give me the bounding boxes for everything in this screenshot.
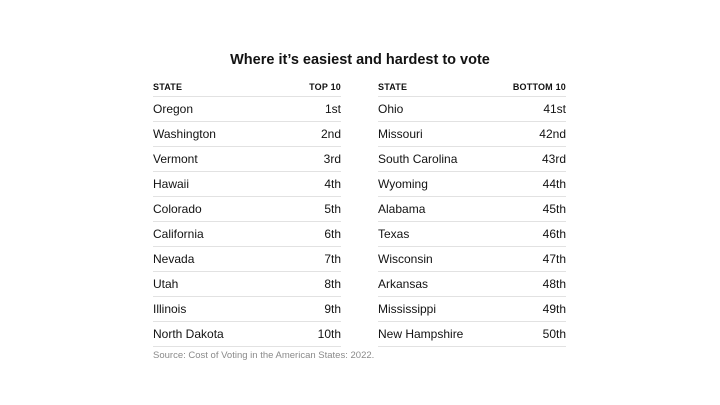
state-cell: Arkansas <box>378 277 429 291</box>
table-row: Washington 2nd <box>153 122 341 147</box>
rank-cell: 2nd <box>320 127 341 141</box>
state-cell: Alabama <box>378 202 426 216</box>
table-header: STATE TOP 10 <box>153 78 341 97</box>
state-cell: South Carolina <box>378 152 458 166</box>
state-cell: Vermont <box>153 152 198 166</box>
state-cell: Colorado <box>153 202 202 216</box>
table-row: Hawaii 4th <box>153 172 341 197</box>
bottom-10-table: STATE BOTTOM 10 Ohio 41st Missouri 42nd Sout… <box>378 78 566 347</box>
rank-cell: 6th <box>324 227 341 241</box>
rank-cell: 44th <box>542 177 566 191</box>
state-cell: Wisconsin <box>378 252 433 266</box>
table-row: North Dakota 10th <box>153 322 341 347</box>
table-row: Vermont 3rd <box>153 147 341 172</box>
state-cell: Missouri <box>378 127 423 141</box>
table-row: Wyoming 44th <box>378 172 566 197</box>
rank-cell: 50th <box>542 327 566 341</box>
table-row: Texas 46th <box>378 222 566 247</box>
rank-cell: 46th <box>542 227 566 241</box>
table-row: Missouri 42nd <box>378 122 566 147</box>
table-header: STATE BOTTOM 10 <box>378 78 566 97</box>
rank-cell: 4th <box>324 177 341 191</box>
state-cell: Wyoming <box>378 177 428 191</box>
source-note: Source: Cost of Voting in the American S… <box>153 350 375 361</box>
chart-title: Where it’s easiest and hardest to vote <box>230 52 490 68</box>
header-state: STATE <box>153 82 183 92</box>
state-cell: Ohio <box>378 102 404 116</box>
rank-cell: 49th <box>542 302 566 316</box>
table-row: New Hampshire 50th <box>378 322 566 347</box>
table-row: Ohio 41st <box>378 97 566 122</box>
rank-cell: 47th <box>542 252 566 266</box>
header-rank: TOP 10 <box>309 82 341 92</box>
rank-cell: 48th <box>542 277 566 291</box>
state-cell: Oregon <box>153 102 194 116</box>
rank-cell: 42nd <box>539 127 566 141</box>
table-body: Oregon 1st Washington 2nd Vermont 3rd Hawaii 4t… <box>153 97 341 347</box>
rank-cell: 7th <box>324 252 341 266</box>
state-cell: California <box>153 227 204 241</box>
rank-cell: 8th <box>324 277 341 291</box>
state-cell: Nevada <box>153 252 195 266</box>
table-row: Mississippi 49th <box>378 297 566 322</box>
rank-cell: 1st <box>324 102 341 116</box>
table-body: Ohio 41st Missouri 42nd South Carolina 43rd Wy… <box>378 97 566 347</box>
rank-cell: 9th <box>324 302 341 316</box>
rank-cell: 3rd <box>323 152 341 166</box>
table-row: South Carolina 43rd <box>378 147 566 172</box>
state-cell: Utah <box>153 277 179 291</box>
state-cell: Washington <box>153 127 216 141</box>
state-cell: Hawaii <box>153 177 190 191</box>
rank-cell: 41st <box>543 102 566 116</box>
state-cell: North Dakota <box>153 327 224 341</box>
header-state: STATE <box>378 82 408 92</box>
table-row: Illinois 9th <box>153 297 341 322</box>
table-row: California 6th <box>153 222 341 247</box>
top-10-table: STATE TOP 10 Oregon 1st Washington 2nd Vermo… <box>153 78 341 347</box>
state-cell: New Hampshire <box>378 327 464 341</box>
table-row: Arkansas 48th <box>378 272 566 297</box>
rank-cell: 45th <box>542 202 566 216</box>
rank-cell: 5th <box>324 202 341 216</box>
header-rank: BOTTOM 10 <box>512 82 566 92</box>
state-cell: Mississippi <box>378 302 437 316</box>
state-cell: Illinois <box>153 302 187 316</box>
state-cell: Texas <box>378 227 410 241</box>
table-row: Alabama 45th <box>378 197 566 222</box>
table-row: Utah 8th <box>153 272 341 297</box>
rank-cell: 10th <box>317 327 341 341</box>
table-row: Nevada 7th <box>153 247 341 272</box>
table-row: Oregon 1st <box>153 97 341 122</box>
rank-cell: 43rd <box>541 152 566 166</box>
table-row: Wisconsin 47th <box>378 247 566 272</box>
table-row: Colorado 5th <box>153 197 341 222</box>
